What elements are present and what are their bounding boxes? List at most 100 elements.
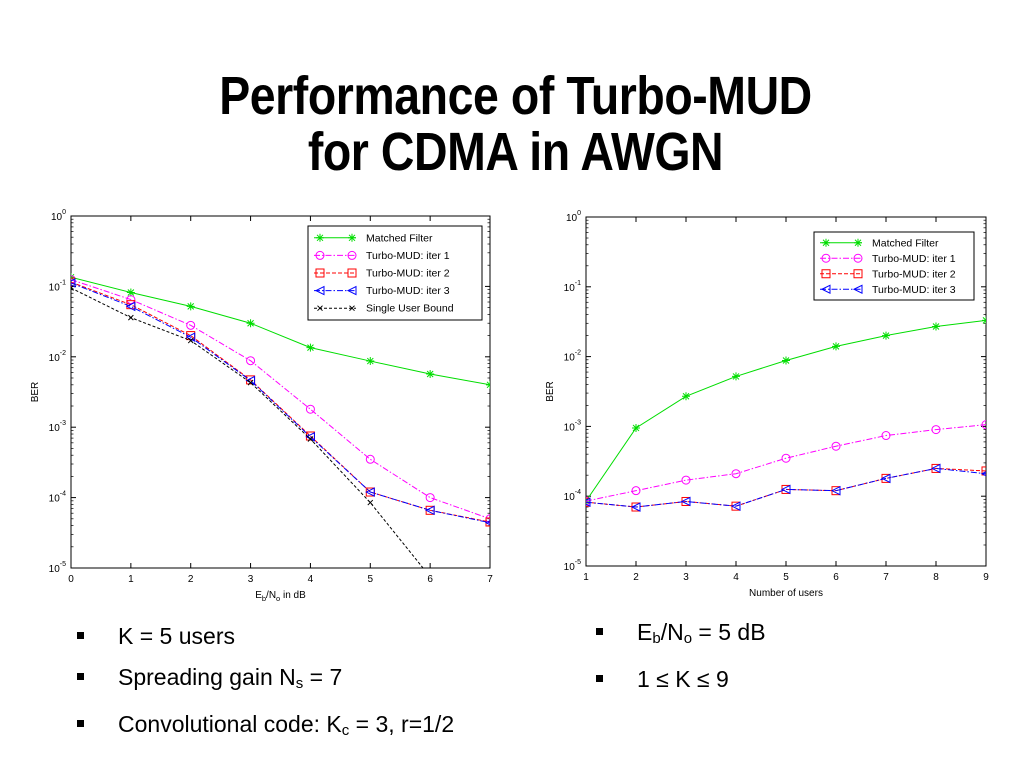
x-tick-label: 7 bbox=[487, 574, 493, 585]
y-tick-label: 10-4 bbox=[564, 489, 581, 503]
x-tick-label: 1 bbox=[128, 574, 134, 585]
series-line bbox=[71, 282, 490, 524]
data-point bbox=[931, 425, 941, 435]
legend-marker bbox=[315, 268, 325, 278]
y-axis: 100 10-1 10-2 10-3 10-4 10-5 bbox=[49, 209, 490, 575]
x-tick-label: 9 bbox=[983, 572, 989, 583]
data-point bbox=[630, 502, 641, 512]
series-turbo-mud-iter-3 bbox=[586, 463, 986, 512]
x-tick-label: 5 bbox=[783, 572, 789, 583]
bullet-item: Eb/No = 5 dB bbox=[596, 612, 766, 659]
data-point bbox=[246, 356, 256, 366]
data-point bbox=[365, 487, 375, 497]
bullet-item: Spreading gain Ns = 7 bbox=[77, 657, 454, 704]
data-point bbox=[780, 484, 791, 495]
legend-marker bbox=[348, 233, 356, 242]
series-line bbox=[586, 467, 986, 508]
y-tick-label: 10-1 bbox=[564, 280, 581, 294]
data-point bbox=[731, 469, 741, 479]
data-point bbox=[981, 420, 986, 430]
x-tick-label: 1 bbox=[583, 572, 589, 583]
y-axis-label: BER bbox=[30, 382, 41, 403]
data-point bbox=[830, 485, 841, 496]
series-line bbox=[71, 281, 490, 523]
series-matched-filter bbox=[71, 273, 490, 389]
legend-label: Matched Filter bbox=[366, 232, 433, 244]
bullet-item: Convolutional code: Kc = 3, r=1/2 bbox=[77, 704, 454, 751]
data-point bbox=[187, 337, 194, 344]
y-tick-label: 100 bbox=[51, 209, 66, 223]
data-point bbox=[881, 431, 891, 441]
data-point bbox=[126, 288, 135, 297]
legend-label: Matched Filter bbox=[872, 237, 939, 249]
data-point bbox=[486, 380, 490, 389]
x-tick-label: 7 bbox=[883, 572, 889, 583]
bullet-item: K = 5 users bbox=[77, 616, 454, 657]
y-tick-label: 10-2 bbox=[49, 350, 66, 364]
data-point bbox=[981, 466, 986, 476]
legend-label: Single User Bound bbox=[366, 303, 454, 315]
legend-marker bbox=[349, 305, 355, 312]
x-tick-label: 0 bbox=[68, 574, 74, 585]
legend-marker bbox=[820, 284, 831, 295]
y-tick-label: 10-5 bbox=[49, 561, 66, 575]
ber-vs-users-chart: 100 10-1 10-2 10-3 10-4 10-51 2 3 4 5 6 7 8 9 Number o… bbox=[545, 210, 989, 599]
series-line bbox=[71, 276, 490, 386]
ber-vs-ebno-chart: 100 10-1 10-2 10-3 10-4 10-50 1 2 3 4 5 6 7 Eb/No in … bbox=[30, 209, 493, 603]
legend-label: Turbo-MUD: iter 1 bbox=[366, 250, 450, 262]
data-point bbox=[305, 404, 315, 414]
legend-box bbox=[307, 225, 483, 321]
data-point bbox=[732, 372, 740, 381]
data-point bbox=[680, 496, 691, 507]
legend-marker bbox=[821, 269, 831, 279]
legend-marker bbox=[347, 268, 357, 278]
legend-marker bbox=[854, 238, 862, 247]
square-bullet-icon bbox=[77, 673, 84, 680]
legend-marker bbox=[347, 250, 357, 260]
y-tick-label: 10-2 bbox=[564, 350, 581, 364]
y-tick-label: 10-1 bbox=[49, 279, 66, 293]
data-point bbox=[186, 320, 196, 330]
series-matched-filter bbox=[586, 316, 986, 506]
x-tick-label: 5 bbox=[368, 574, 374, 585]
data-point bbox=[425, 493, 435, 503]
legend-label: Turbo-MUD: iter 2 bbox=[872, 268, 956, 280]
data-point bbox=[682, 392, 690, 401]
legend-marker bbox=[346, 285, 357, 296]
legend-marker bbox=[852, 284, 863, 295]
x-tick-label: 6 bbox=[427, 574, 433, 585]
data-point bbox=[882, 331, 890, 340]
square-bullet-icon bbox=[77, 720, 84, 727]
series-single-user-bound bbox=[71, 285, 424, 568]
legend-marker bbox=[822, 238, 830, 247]
x-tick-label: 2 bbox=[633, 572, 639, 583]
right-bullet-list: Eb/No = 5 dB 1 ≤ K ≤ 9 bbox=[596, 612, 766, 700]
legend-label: Turbo-MUD: iter 3 bbox=[872, 284, 956, 296]
x-axis: 1 2 3 4 5 6 7 8 9 bbox=[583, 217, 989, 583]
data-point bbox=[71, 278, 76, 288]
data-point bbox=[681, 475, 691, 485]
x-axis: 0 1 2 3 4 5 6 7 bbox=[68, 216, 493, 585]
x-axis-label: Number of users bbox=[749, 588, 823, 599]
series-turbo-mud-iter-3 bbox=[71, 278, 490, 526]
legend: Matched Filter Turbo-MUD: iter 1 Turbo-MUD… bbox=[307, 225, 483, 321]
series-line bbox=[71, 287, 424, 568]
data-point bbox=[307, 436, 314, 442]
data-point bbox=[782, 356, 790, 365]
legend-label: Turbo-MUD: iter 1 bbox=[872, 253, 956, 265]
y-axis-label: BER bbox=[545, 381, 556, 402]
y-tick-label: 100 bbox=[566, 210, 581, 224]
x-axis-label: Eb/No in dB bbox=[255, 590, 306, 603]
data-point bbox=[730, 501, 741, 511]
x-tick-label: 2 bbox=[188, 574, 194, 585]
data-point bbox=[125, 301, 136, 312]
x-tick-label: 4 bbox=[308, 574, 314, 585]
y-axis: 100 10-1 10-2 10-3 10-4 10-5 bbox=[564, 210, 986, 573]
data-point bbox=[831, 441, 841, 451]
data-point bbox=[932, 322, 940, 331]
series-line bbox=[71, 279, 490, 520]
data-point bbox=[128, 314, 134, 321]
y-tick-label: 10-3 bbox=[49, 420, 66, 434]
data-point bbox=[246, 319, 255, 328]
legend: Matched Filter Turbo-MUD: iter 1 Turbo-MUD… bbox=[813, 231, 975, 301]
